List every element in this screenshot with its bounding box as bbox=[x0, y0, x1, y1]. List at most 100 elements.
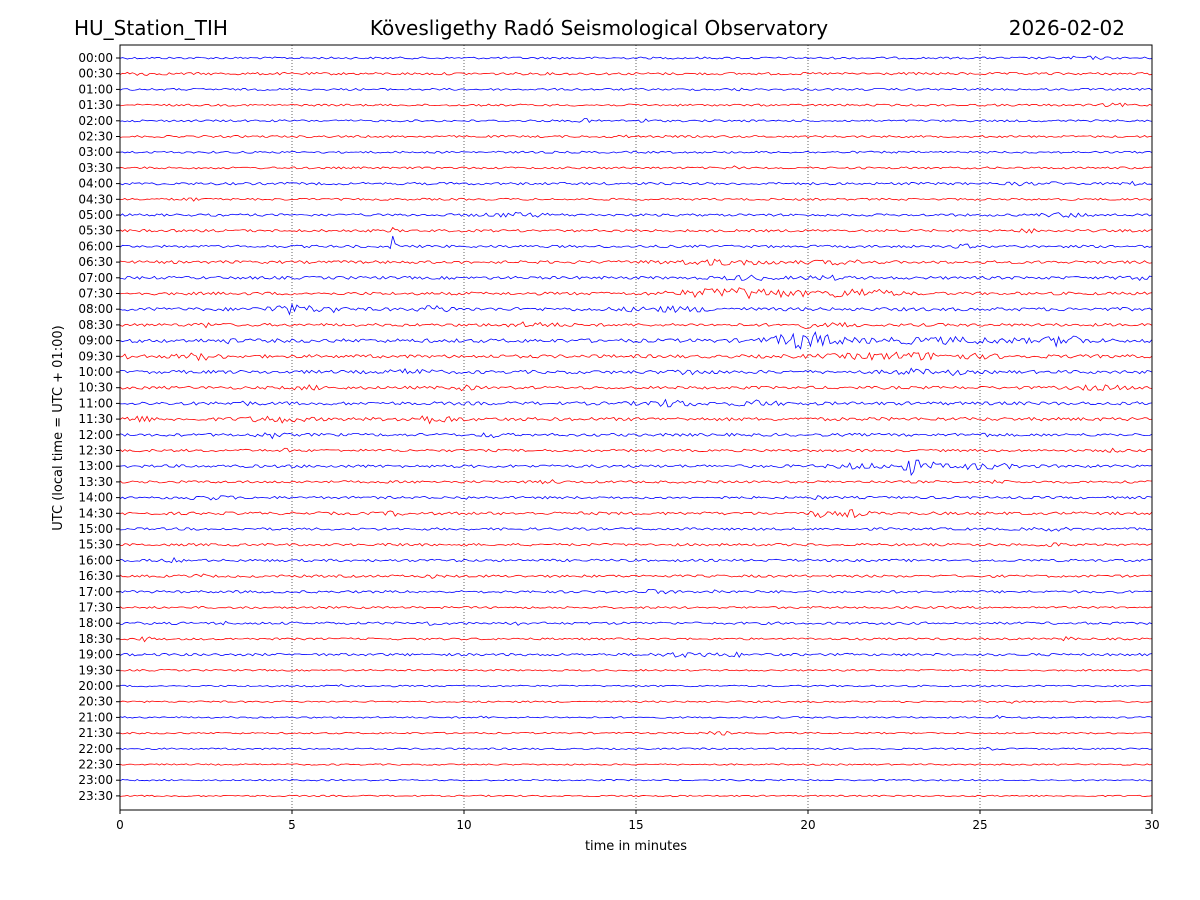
trace-row-0700 bbox=[119, 274, 1153, 281]
y-tick-label: 00:30 bbox=[78, 67, 113, 81]
y-tick-label: 19:00 bbox=[78, 648, 113, 662]
y-tick-label: 07:30 bbox=[78, 287, 113, 301]
trace-row-0200 bbox=[119, 118, 1153, 123]
x-tick-label: 20 bbox=[800, 818, 815, 832]
y-tick-label: 01:00 bbox=[78, 82, 113, 96]
y-tick-label: 12:30 bbox=[78, 444, 113, 458]
x-gridlines bbox=[291, 45, 981, 810]
trace-row-0530 bbox=[119, 226, 1153, 234]
trace-row-1030 bbox=[119, 384, 1153, 392]
x-axis-label: time in minutes bbox=[585, 839, 687, 854]
y-tick-label: 13:00 bbox=[78, 459, 113, 473]
y-tick-label: 17:00 bbox=[78, 585, 113, 599]
y-tick-label: 06:00 bbox=[78, 239, 113, 253]
y-tick-label: 11:30 bbox=[78, 412, 113, 426]
trace-row-1800 bbox=[119, 620, 1153, 626]
y-tick-label: 08:00 bbox=[78, 302, 113, 316]
y-tick-label: 07:00 bbox=[78, 271, 113, 285]
y-tick-label: 22:30 bbox=[78, 758, 113, 772]
trace-row-0300 bbox=[119, 150, 1153, 154]
y-tick-label: 18:00 bbox=[78, 616, 113, 630]
trace-row-2330 bbox=[119, 794, 1153, 798]
trace-row-1200 bbox=[119, 432, 1153, 440]
y-tick-label: 15:30 bbox=[78, 538, 113, 552]
y-tick-label: 06:30 bbox=[78, 255, 113, 269]
trace-row-1930 bbox=[119, 669, 1153, 672]
x-tick-label: 15 bbox=[628, 818, 643, 832]
y-tick-label: 12:00 bbox=[78, 428, 113, 442]
y-tick-label: 11:00 bbox=[78, 396, 113, 410]
trace-row-1400 bbox=[119, 495, 1153, 501]
trace-row-0130 bbox=[119, 102, 1153, 108]
y-tick-label: 09:30 bbox=[78, 349, 113, 363]
trace-row-2300 bbox=[119, 779, 1153, 782]
date-title: 2026-02-02 bbox=[1009, 16, 1125, 40]
y-tick-label: 14:00 bbox=[78, 491, 113, 505]
y-tick-label: 00:00 bbox=[78, 51, 113, 65]
y-tick-label: 02:00 bbox=[78, 114, 113, 128]
y-tick-label: 17:30 bbox=[78, 601, 113, 615]
y-tick-label: 16:30 bbox=[78, 569, 113, 583]
observatory-title: Kövesligethy Radó Seismological Observat… bbox=[370, 16, 828, 40]
trace-row-0000 bbox=[119, 55, 1153, 61]
trace-row-0500 bbox=[119, 211, 1153, 218]
y-tick-label: 13:30 bbox=[78, 475, 113, 489]
trace-row-1530 bbox=[119, 542, 1153, 547]
x-tick-label: 0 bbox=[116, 818, 124, 832]
trace-row-0030 bbox=[119, 71, 1153, 76]
trace-row-1300 bbox=[119, 459, 1153, 477]
trace-row-0930 bbox=[119, 351, 1153, 362]
trace-row-1230 bbox=[119, 447, 1153, 453]
trace-row-1130 bbox=[119, 415, 1153, 425]
x-axis-ticks: 0 5 10 15 20 25 30 bbox=[116, 810, 1160, 832]
y-tick-label: 20:30 bbox=[78, 695, 113, 709]
y-tick-label: 21:30 bbox=[78, 726, 113, 740]
trace-row-0330 bbox=[119, 165, 1153, 170]
trace-row-1430 bbox=[119, 509, 1153, 519]
y-tick-label: 03:00 bbox=[78, 145, 113, 159]
trace-row-0730 bbox=[119, 287, 1153, 300]
trace-row-2130 bbox=[119, 730, 1153, 736]
trace-row-2230 bbox=[119, 763, 1153, 766]
y-tick-label: 20:00 bbox=[78, 679, 113, 693]
trace-row-0430 bbox=[119, 197, 1153, 202]
trace-row-0900 bbox=[119, 331, 1153, 350]
trace-row-1830 bbox=[119, 636, 1153, 643]
y-tick-label: 08:30 bbox=[78, 318, 113, 332]
y-tick-label: 19:30 bbox=[78, 663, 113, 677]
trace-row-1100 bbox=[119, 398, 1153, 408]
y-tick-label: 14:30 bbox=[78, 506, 113, 520]
y-tick-label: 05:00 bbox=[78, 208, 113, 222]
x-tick-label: 30 bbox=[1144, 818, 1159, 832]
trace-row-0230 bbox=[119, 134, 1153, 139]
trace-row-2030 bbox=[119, 700, 1153, 704]
y-tick-label: 03:30 bbox=[78, 161, 113, 175]
trace-row-1600 bbox=[119, 557, 1153, 564]
trace-row-0800 bbox=[119, 302, 1153, 316]
y-tick-label: 15:00 bbox=[78, 522, 113, 536]
y-tick-label: 05:30 bbox=[78, 224, 113, 238]
trace-row-1330 bbox=[119, 479, 1153, 485]
trace-row-0830 bbox=[119, 321, 1153, 330]
y-tick-label: 18:30 bbox=[78, 632, 113, 646]
trace-row-1500 bbox=[119, 526, 1153, 532]
trace-row-1700 bbox=[119, 589, 1153, 595]
x-tick-label: 25 bbox=[972, 818, 987, 832]
y-tick-label: 16:00 bbox=[78, 553, 113, 567]
y-tick-label: 22:00 bbox=[78, 742, 113, 756]
y-axis-label: UTC (local time = UTC + 01:00) bbox=[51, 325, 66, 530]
x-tick-label: 5 bbox=[288, 818, 296, 832]
y-tick-label: 02:30 bbox=[78, 130, 113, 144]
trace-row-1900 bbox=[119, 651, 1153, 659]
y-tick-label: 21:00 bbox=[78, 710, 113, 724]
y-tick-label: 23:00 bbox=[78, 773, 113, 787]
trace-row-0600 bbox=[119, 235, 1153, 250]
y-tick-label: 04:00 bbox=[78, 177, 113, 191]
y-tick-label: 10:00 bbox=[78, 365, 113, 379]
station-title: HU_Station_TIH bbox=[74, 16, 228, 40]
trace-row-0630 bbox=[119, 258, 1153, 266]
x-tick-label: 10 bbox=[456, 818, 471, 832]
trace-row-1000 bbox=[119, 367, 1153, 377]
